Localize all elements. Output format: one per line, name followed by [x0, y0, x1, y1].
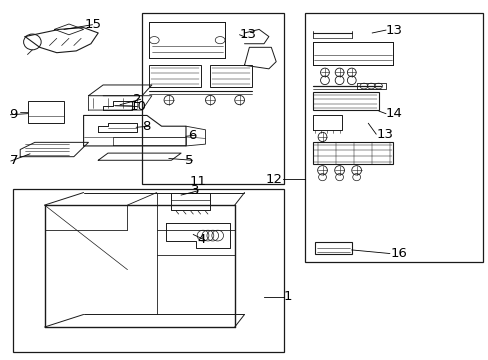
- Bar: [210, 65, 251, 87]
- Text: 6: 6: [188, 129, 196, 142]
- Text: 14: 14: [385, 107, 402, 120]
- Bar: [149, 65, 200, 87]
- Bar: [149, 22, 224, 58]
- Bar: [312, 92, 378, 110]
- Bar: [312, 42, 392, 65]
- Text: 10: 10: [130, 100, 146, 113]
- Text: 13: 13: [239, 28, 256, 41]
- Bar: [305, 13, 483, 262]
- Text: 5: 5: [184, 154, 193, 167]
- Bar: [315, 242, 351, 254]
- Bar: [312, 42, 392, 65]
- Text: 2: 2: [133, 93, 142, 106]
- Text: 13: 13: [385, 24, 402, 37]
- Bar: [142, 13, 283, 184]
- Text: 9: 9: [9, 108, 18, 121]
- Text: 1: 1: [283, 290, 291, 303]
- Text: 3: 3: [190, 184, 199, 197]
- Text: 11: 11: [189, 175, 206, 188]
- Bar: [312, 142, 392, 164]
- Text: 8: 8: [142, 120, 150, 133]
- Bar: [27, 101, 64, 123]
- Text: 15: 15: [85, 18, 102, 31]
- Text: 13: 13: [375, 127, 392, 141]
- Text: 7: 7: [10, 154, 18, 167]
- Text: 12: 12: [265, 173, 282, 186]
- Text: 4: 4: [197, 233, 205, 246]
- Text: 16: 16: [390, 247, 407, 260]
- Bar: [13, 189, 283, 352]
